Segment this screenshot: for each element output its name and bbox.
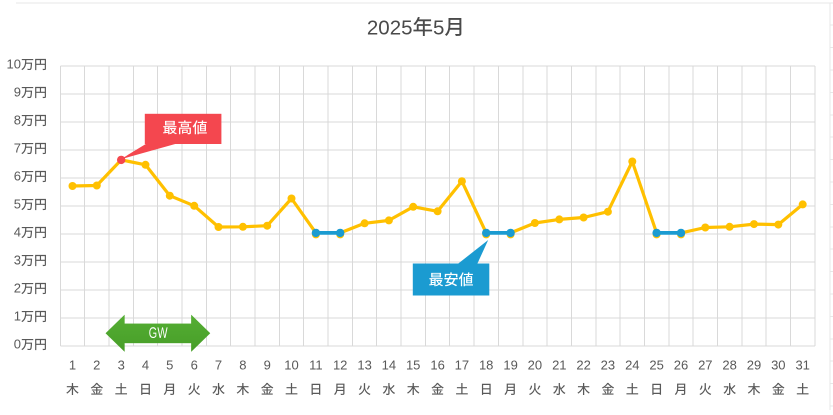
svg-text:17: 17: [455, 358, 469, 373]
svg-text:8: 8: [14, 113, 21, 128]
svg-text:24: 24: [625, 358, 639, 373]
svg-text:11: 11: [309, 358, 323, 373]
svg-text:2: 2: [14, 281, 21, 296]
svg-text:10: 10: [7, 57, 21, 72]
svg-text:1: 1: [14, 309, 21, 324]
svg-text:7: 7: [14, 141, 21, 156]
svg-text:5: 5: [166, 358, 173, 373]
svg-text:2025: 2025: [367, 16, 413, 39]
svg-text:5: 5: [14, 197, 21, 212]
svg-text:20: 20: [528, 358, 542, 373]
svg-text:13: 13: [357, 358, 371, 373]
svg-text:10: 10: [284, 358, 298, 373]
svg-text:6: 6: [191, 358, 198, 373]
svg-text:19: 19: [503, 358, 517, 373]
svg-text:14: 14: [382, 358, 396, 373]
svg-text:1: 1: [69, 358, 76, 373]
svg-text:30: 30: [771, 358, 785, 373]
svg-text:5: 5: [433, 16, 444, 39]
svg-text:8: 8: [239, 358, 246, 373]
svg-text:0: 0: [14, 337, 21, 352]
svg-text:2: 2: [93, 358, 100, 373]
svg-text:3: 3: [118, 358, 125, 373]
svg-text:27: 27: [698, 358, 712, 373]
svg-text:31: 31: [795, 358, 809, 373]
svg-text:23: 23: [601, 358, 615, 373]
svg-text:16: 16: [430, 358, 444, 373]
svg-text:6: 6: [14, 169, 21, 184]
svg-text:29: 29: [747, 358, 761, 373]
svg-text:28: 28: [722, 358, 736, 373]
svg-text:9: 9: [264, 358, 271, 373]
svg-text:25: 25: [649, 358, 663, 373]
svg-text:18: 18: [479, 358, 493, 373]
svg-text:12: 12: [333, 358, 347, 373]
svg-text:4: 4: [142, 358, 149, 373]
svg-text:15: 15: [406, 358, 420, 373]
svg-text:3: 3: [14, 253, 21, 268]
svg-text:9: 9: [14, 85, 21, 100]
svg-text:21: 21: [552, 358, 566, 373]
svg-text:26: 26: [674, 358, 688, 373]
svg-text:4: 4: [14, 225, 21, 240]
svg-text:22: 22: [576, 358, 590, 373]
svg-text:7: 7: [215, 358, 222, 373]
